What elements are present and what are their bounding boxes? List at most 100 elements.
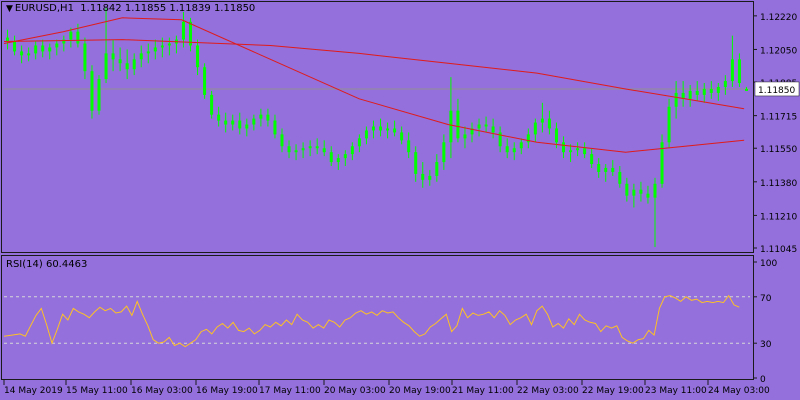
candle-body	[34, 45, 38, 54]
candle-body	[76, 31, 80, 44]
candle-body	[737, 59, 741, 84]
rsi-axis: 100 70 30 0	[753, 259, 777, 385]
candle-body	[322, 148, 326, 153]
candle-body	[153, 47, 157, 52]
candle-body	[336, 158, 340, 163]
time-tick-label: 24 May 03:00	[708, 386, 770, 396]
time-tick-label: 20 May 03:00	[324, 386, 386, 396]
candle-body	[533, 122, 537, 135]
candle-body	[245, 124, 249, 129]
candle-body	[435, 162, 439, 176]
candle-body	[364, 130, 368, 139]
candle-body	[744, 88, 748, 91]
time-tick-label: 16 May 19:00	[196, 386, 258, 396]
candle-body	[238, 120, 242, 129]
candle-body	[540, 118, 544, 123]
candles-series	[6, 7, 748, 248]
candle-body	[69, 31, 73, 40]
moving-average-line	[3, 39, 745, 110]
candle-body	[41, 45, 45, 52]
close-value: 1.11850	[213, 3, 256, 14]
candle-body	[210, 94, 214, 115]
candle-body	[280, 134, 284, 147]
candle-body	[160, 45, 164, 48]
time-tick-label: 22 May 19:00	[582, 386, 644, 396]
price-tick-label: 1.12050	[760, 46, 797, 56]
candle-body	[55, 43, 59, 48]
candle-body	[667, 106, 671, 143]
candle-body	[379, 126, 383, 131]
candle-body	[597, 164, 601, 172]
candle-body	[470, 128, 474, 135]
candle-body	[146, 51, 150, 54]
candle-body	[343, 154, 347, 159]
price-tag-label: 1.11850	[758, 86, 795, 96]
candle-body	[48, 47, 52, 52]
candle-body	[301, 148, 305, 151]
candle-body	[407, 140, 411, 153]
candle-body	[393, 128, 397, 133]
candle-body	[231, 120, 235, 125]
candle-body	[111, 53, 115, 60]
candle-body	[611, 167, 615, 172]
candle-body	[196, 45, 200, 68]
price-tick-label: 1.11380	[760, 179, 797, 189]
candle-body	[308, 146, 312, 149]
candle-body	[695, 90, 699, 95]
price-tick-label: 1.11210	[760, 212, 797, 222]
candle-body	[632, 189, 636, 196]
candle-body	[27, 53, 31, 56]
candle-body	[118, 59, 122, 64]
candle-body	[442, 142, 446, 163]
candle-body	[576, 148, 580, 151]
time-tick-label: 14 May 2019	[4, 386, 63, 396]
candle-body	[6, 37, 10, 42]
candle-body	[400, 132, 404, 141]
high-value: 1.11855	[124, 3, 167, 14]
candle-body	[512, 148, 516, 153]
price-axis: 1.122201.120501.118851.117151.115501.113…	[753, 13, 797, 255]
rsi-panel-frame	[1, 255, 754, 380]
candle-body	[217, 114, 221, 121]
candle-body	[554, 128, 558, 143]
candle-body	[456, 110, 460, 139]
candle-body	[653, 183, 657, 198]
low-value: 1.11839	[169, 3, 211, 14]
candle-body	[371, 126, 375, 131]
time-tick-label: 20 May 19:00	[389, 386, 451, 396]
candle-body	[484, 124, 488, 127]
time-tick-label: 22 May 03:00	[517, 386, 579, 396]
candle-body	[449, 110, 453, 143]
candle-body	[90, 71, 94, 111]
candle-body	[646, 193, 650, 198]
price-tick-label: 1.11550	[760, 145, 797, 155]
candle-body	[463, 134, 467, 139]
collapse-triangle-icon[interactable]: ▼	[6, 4, 13, 14]
candle-body	[723, 81, 727, 87]
candle-body	[224, 120, 228, 125]
candle-body	[104, 53, 108, 80]
price-tick-label: 1.11045	[760, 245, 797, 255]
rsi-series	[3, 294, 740, 348]
candle-body	[97, 79, 101, 111]
candle-body	[491, 126, 495, 133]
candle-body	[639, 189, 643, 194]
candle-body	[20, 51, 24, 56]
time-tick-label: 23 May 11:00	[645, 386, 707, 396]
symbol-timeframe: EURUSD,H1	[14, 3, 74, 14]
candle-body	[716, 86, 720, 93]
rsi-tick-label: 30	[760, 340, 772, 350]
candle-body	[709, 88, 713, 93]
candle-body	[674, 92, 678, 107]
candle-body	[562, 142, 565, 153]
moving-average-line	[3, 17, 745, 153]
time-axis: 14 May 2019 15 May 11:00 16 May 03:00 16 Ma…	[3, 380, 770, 396]
candle-body	[13, 41, 17, 52]
candle-body	[477, 124, 481, 129]
candle-body	[132, 59, 136, 70]
ohlc-header: ▼ EURUSD,H1 1.11842 1.11855 1.11839 1.118…	[6, 3, 255, 14]
rsi-levels	[4, 296, 750, 344]
candle-body	[386, 128, 390, 131]
time-tick-label: 21 May 11:00	[452, 386, 514, 396]
